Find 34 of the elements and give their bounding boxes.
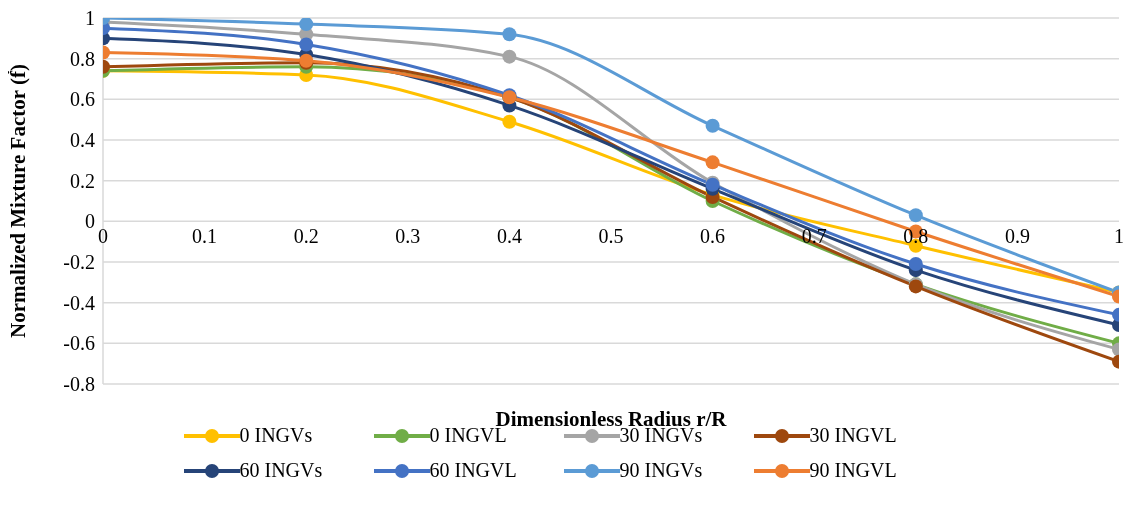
point	[908, 208, 923, 223]
x-tick-label: 0.3	[395, 225, 421, 248]
y-tick-label: 1	[85, 7, 95, 30]
legend-label: 0 INGVs	[239, 424, 313, 447]
legend-label: 60 INGVL	[429, 459, 517, 482]
y-tick-label: -0.4	[63, 291, 95, 314]
x-tick-label: 0.9	[1004, 225, 1030, 248]
x-tick-label: 0.5	[598, 225, 624, 248]
point	[502, 114, 517, 129]
y-tick-label: 0.4	[70, 129, 95, 152]
y-tick-label: -0.2	[63, 251, 95, 274]
legend-label: 30 INGVL	[809, 424, 897, 447]
x-tick-label: 1	[1114, 225, 1124, 248]
point	[502, 27, 517, 42]
x-tick-label: 0.8	[903, 225, 929, 248]
y-tick-label: 0	[85, 210, 95, 233]
y-tick-label: -0.6	[63, 332, 95, 355]
x-tick-label: 0.4	[496, 225, 522, 248]
y-tick-label: 0.6	[70, 88, 95, 111]
x-tick-label: 0.6	[700, 225, 726, 248]
x-tick-label: 0.2	[293, 225, 319, 248]
y-tick-label: 0.2	[70, 169, 95, 192]
y-tick-label: -0.8	[63, 373, 95, 396]
point	[299, 18, 314, 32]
legend-label: 90 INGVs	[619, 459, 703, 482]
point	[705, 155, 720, 170]
legend-label: 60 INGVs	[239, 459, 323, 482]
y-tick-label: 0.8	[70, 47, 95, 70]
point	[705, 118, 720, 133]
x-tick-label: 0.1	[192, 225, 218, 248]
point	[908, 257, 923, 272]
point	[299, 37, 314, 52]
legend-label: 90 INGVL	[809, 459, 897, 482]
point	[502, 49, 517, 64]
